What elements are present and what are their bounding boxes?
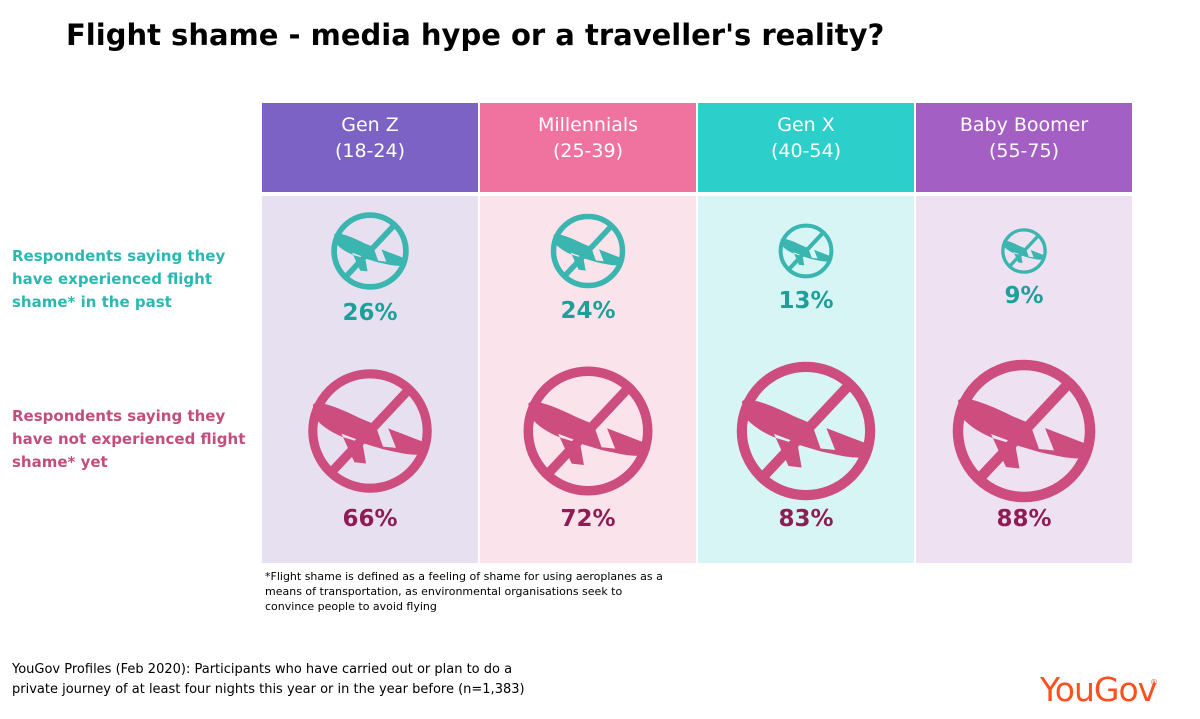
generation-column: Millennials (25-39) 24% 72% [480,103,696,563]
no-flying-icon-past [778,223,834,279]
generation-column: Gen Z (18-24) 26% 66% [262,103,478,563]
no-flying-icon-past [550,213,626,289]
not-yet-percentage-label: 83% [778,506,834,532]
row-label-past: Respondents saying they have experienced… [12,247,226,311]
chart-title: Flight shame - media hype or a traveller… [66,18,885,52]
past-percentage-label: 9% [1004,283,1044,309]
column-header-age-range: (55-75) [988,140,1060,162]
column-body: 9% 88% [916,196,1132,563]
not-yet-percentage-label: 88% [996,506,1052,532]
column-header-age-range: (40-54) [770,140,842,162]
column-header: Gen X (40-54) [698,103,914,192]
column-header: Millennials (25-39) [480,103,696,192]
no-flying-icon-not-yet [952,359,1096,503]
no-flying-icon-not-yet [736,361,876,501]
yougov-logo: YouGov [1040,670,1157,709]
no-flying-icon-not-yet [523,366,653,496]
generation-column: Baby Boomer (55-75) 9% 88% [916,103,1132,563]
column-header-name: Millennials [537,114,639,136]
column-body: 24% 72% [480,196,696,563]
column-header: Baby Boomer (55-75) [916,103,1132,192]
source-note: YouGov Profiles (Feb 2020): Participants… [12,662,525,697]
past-percentage-label: 13% [778,287,834,314]
generation-column: Gen X (40-54) 13% 83% [698,103,914,563]
column-body: 26% 66% [262,196,478,563]
column-header-age-range: (18-24) [334,140,406,162]
registered-mark: ® [1150,678,1158,687]
not-yet-percentage-label: 66% [342,506,398,532]
row-label-not-yet: Respondents saying they have not experie… [12,407,246,471]
past-percentage-label: 24% [560,298,616,325]
no-flying-icon-not-yet [308,369,432,493]
no-flying-icon-past [1001,228,1047,274]
column-header-name: Gen Z [341,114,399,136]
footnote: *Flight shame is defined as a feeling of… [265,570,663,613]
column-header: Gen Z (18-24) [262,103,478,192]
past-percentage-label: 26% [342,299,398,326]
column-header-name: Baby Boomer [959,114,1089,136]
column-body: 13% 83% [698,196,914,563]
no-flying-icon-past [331,212,409,290]
not-yet-percentage-label: 72% [560,506,616,532]
column-header-name: Gen X [777,114,835,136]
column-header-age-range: (25-39) [552,140,624,162]
